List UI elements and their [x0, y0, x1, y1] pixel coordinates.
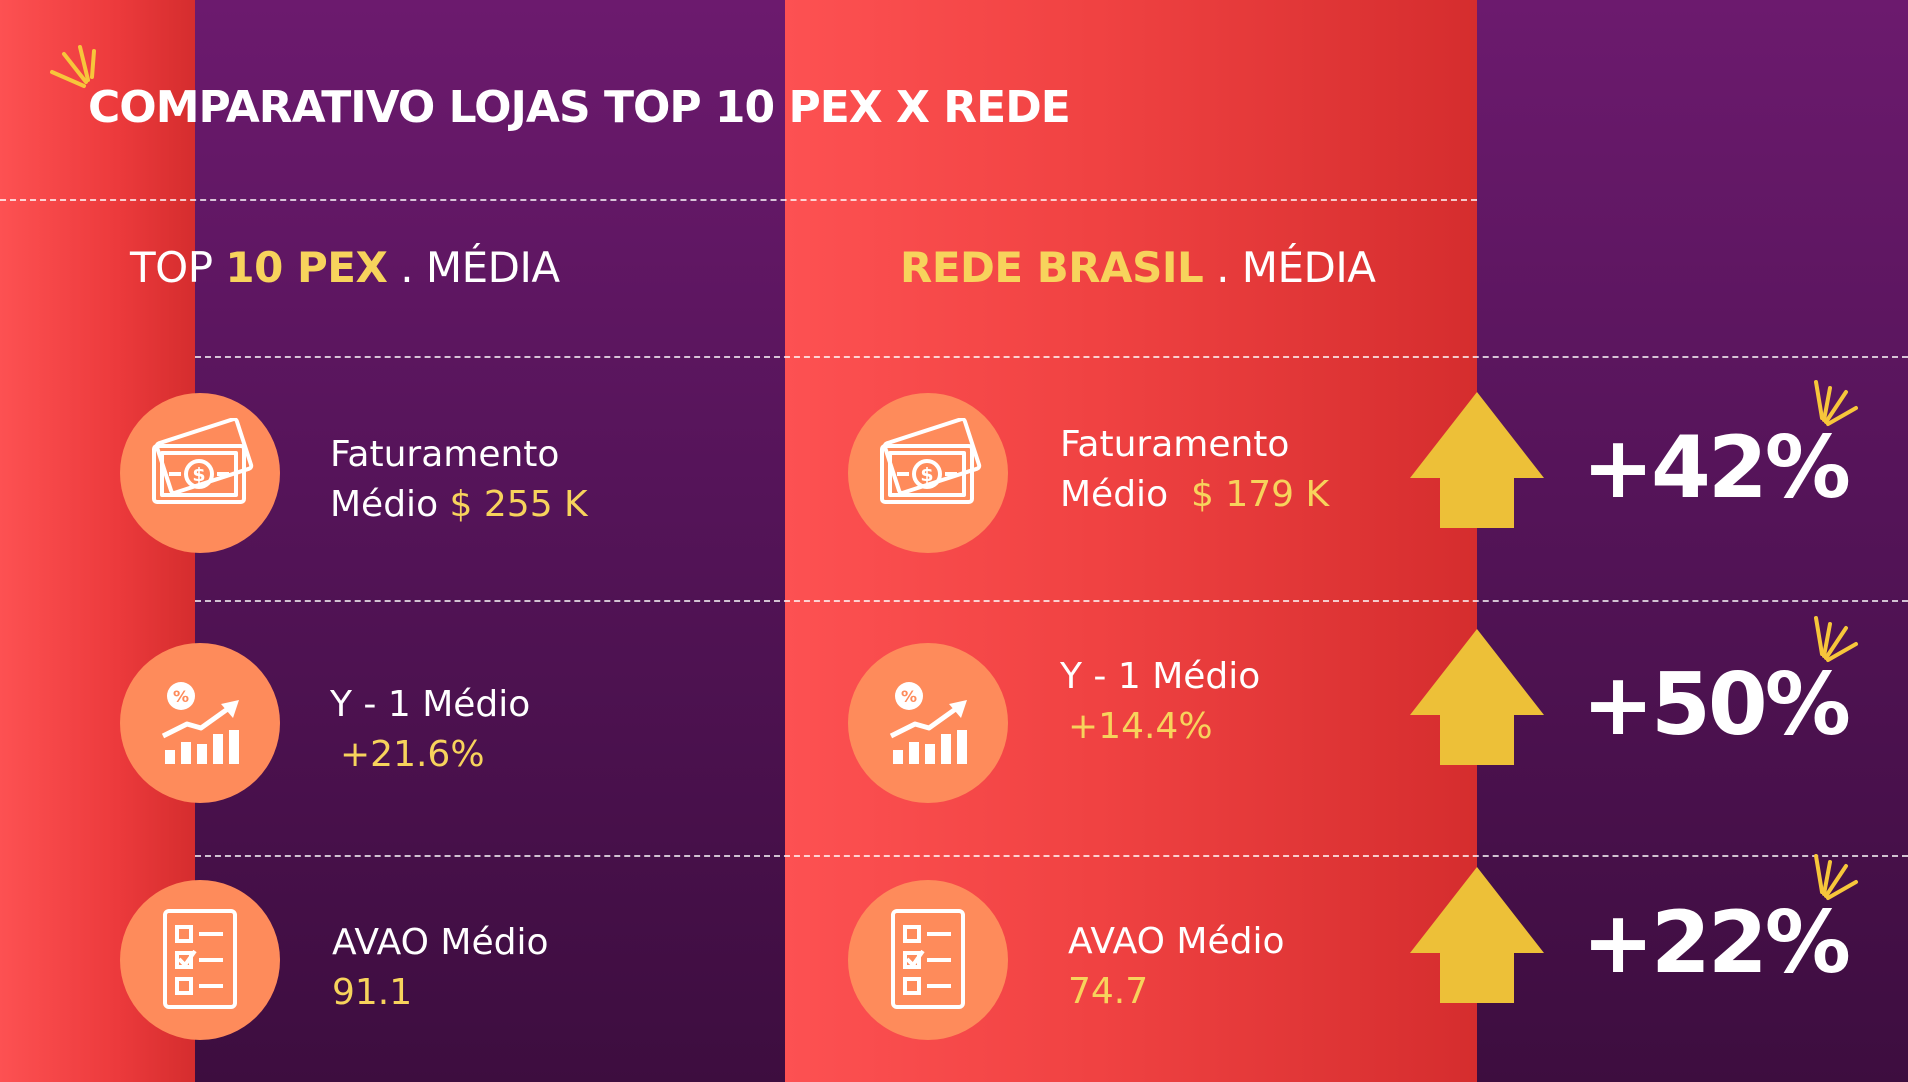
divider-line	[0, 199, 1477, 201]
rede-column-header: REDE BRASIL . MÉDIA	[900, 243, 1376, 292]
comparison-avao: +22%	[1582, 893, 1851, 993]
top10-y1: Y - 1 Médio +21.6%	[330, 680, 530, 780]
metric-label: Faturamento	[330, 434, 560, 475]
metric-label: Médio	[1060, 474, 1191, 515]
sparkle-icon	[1814, 616, 1858, 662]
checklist-icon	[848, 880, 1008, 1040]
svg-text:$: $	[920, 464, 933, 486]
header-text: . MÉDIA	[387, 243, 560, 292]
metric-label: AVAO Médio	[1068, 921, 1285, 962]
checklist-icon	[120, 880, 280, 1040]
divider-line	[195, 600, 1908, 602]
growth-chart-icon: %	[848, 643, 1008, 803]
metric-label: Y - 1 Médio	[330, 684, 531, 725]
metric-value: +14.4%	[1068, 706, 1213, 747]
rede-avao: AVAO Médio 74.7	[1068, 917, 1285, 1017]
up-arrow-icon	[1410, 392, 1544, 528]
divider-line	[195, 356, 1908, 358]
svg-text:%: %	[173, 687, 189, 706]
rede-y1: Y - 1 Médio +14.4%	[1060, 652, 1260, 752]
header-highlight: REDE BRASIL	[900, 243, 1204, 292]
header-highlight: 10 PEX	[225, 243, 388, 292]
metric-value: 91.1	[332, 972, 413, 1013]
metric-value: $ 179 K	[1190, 474, 1330, 515]
metric-label: AVAO Médio	[332, 922, 549, 963]
top10-faturamento: Faturamento Médio $ 255 K	[330, 430, 588, 530]
sparkle-icon	[1814, 854, 1858, 900]
rede-faturamento: Faturamento Médio $ 179 K	[1060, 420, 1329, 520]
header-text: . MÉDIA	[1203, 243, 1376, 292]
header-text: TOP	[130, 243, 226, 292]
metric-value: +21.6%	[340, 734, 485, 775]
metric-value: $ 255 K	[449, 484, 588, 525]
sparkle-icon	[50, 45, 96, 88]
money-icon: $	[848, 393, 1008, 553]
svg-text:$: $	[192, 464, 205, 486]
metric-label: Médio	[330, 484, 450, 525]
metric-label: Y - 1 Médio	[1060, 656, 1261, 697]
up-arrow-icon	[1410, 867, 1544, 1003]
comparison-faturamento: +42%	[1582, 418, 1851, 518]
top10-avao: AVAO Médio 91.1	[332, 918, 549, 1018]
top10-column-header: TOP 10 PEX . MÉDIA	[130, 243, 560, 292]
metric-label: Faturamento	[1060, 424, 1290, 465]
page-title: COMPARATIVO LOJAS TOP 10 PEX X REDE	[88, 82, 1071, 133]
up-arrow-icon	[1410, 629, 1544, 765]
growth-chart-icon: %	[120, 643, 280, 803]
divider-line	[195, 855, 1908, 857]
sparkle-icon	[1814, 380, 1858, 426]
svg-text:%: %	[901, 687, 917, 706]
money-icon: $	[120, 393, 280, 553]
metric-value: 74.7	[1068, 971, 1149, 1012]
comparison-y1: +50%	[1582, 655, 1851, 755]
